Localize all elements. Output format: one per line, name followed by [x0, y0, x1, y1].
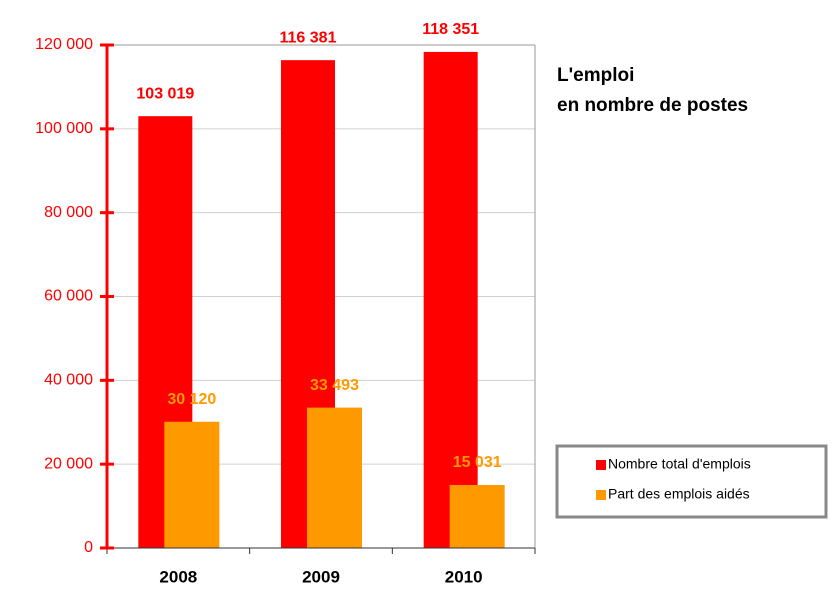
legend-label: Part des emplois aidés	[608, 486, 750, 502]
x-tick-label: 2009	[302, 567, 340, 586]
bar	[164, 421, 220, 548]
chart-title: L'emploi	[557, 65, 634, 86]
legend-box	[555, 444, 828, 519]
y-tick-label: 80 000	[44, 204, 93, 221]
data-label: 118 351	[422, 21, 479, 38]
data-label: 15 031	[453, 454, 502, 471]
x-tick-label: 2010	[445, 567, 483, 586]
y-tick-label: 20 000	[44, 455, 93, 472]
x-tick-label: 2008	[159, 567, 197, 586]
y-tick-label: 100 000	[35, 120, 93, 137]
legend-label: Nombre total d'emplois	[608, 456, 751, 472]
legend-swatch	[596, 490, 606, 500]
bar	[307, 407, 362, 548]
legend-swatch	[596, 460, 606, 470]
y-tick-label: 60 000	[44, 288, 93, 305]
data-label: 116 381	[280, 29, 337, 46]
bar	[423, 51, 478, 549]
data-label: 33 493	[310, 377, 359, 394]
data-label: 103 019	[136, 85, 194, 102]
bar	[449, 484, 505, 548]
y-tick-label: 0	[84, 539, 93, 556]
data-label: 30 120	[167, 391, 216, 408]
chart-subtitle: en nombre de postes	[557, 95, 748, 116]
y-tick-label: 40 000	[44, 372, 93, 389]
y-tick-label: 120 000	[35, 36, 93, 53]
